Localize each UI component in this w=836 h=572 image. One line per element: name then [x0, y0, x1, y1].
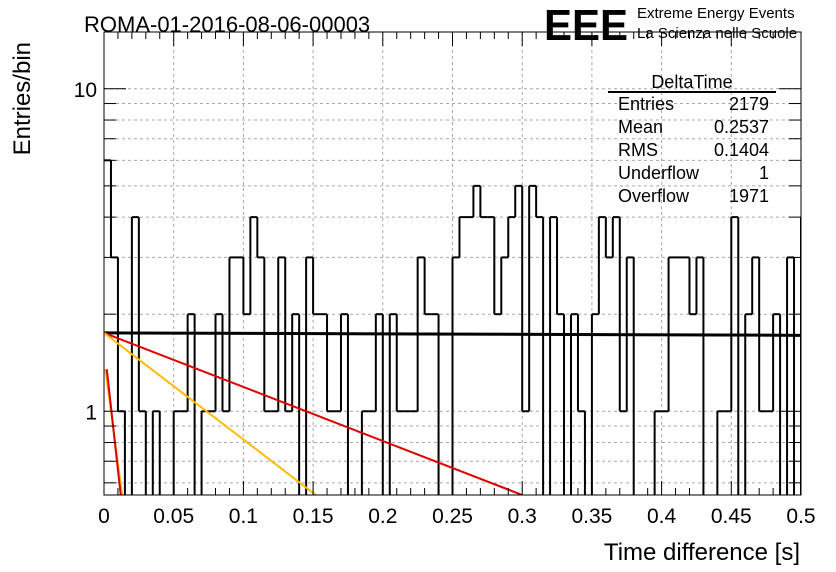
logo-line-1: Extreme Energy Events — [637, 5, 795, 22]
chart-title: ROMA-01-2016-08-06-00003 — [84, 12, 370, 37]
fit-lines — [104, 331, 801, 495]
stats-row-value: 0.2537 — [714, 117, 769, 137]
axes: 0 0.05 0.1 0.15 0.2 0.25 0.3 0.35 0.4 0.45 0.5 1 10 — [74, 32, 816, 528]
fit-line — [104, 331, 523, 495]
x-tick-label: 0.15 — [293, 505, 334, 528]
y-axis-label: Entries/bin — [9, 42, 36, 155]
logo-letters: EEE — [544, 1, 628, 50]
stats-row-label: Mean — [618, 117, 663, 137]
x-tick-label: 0.05 — [153, 505, 194, 528]
stats-box: DeltaTime Entries 2179 Mean 0.2537 RMS 0.1404… — [608, 72, 776, 206]
x-tick-label: 0.35 — [571, 505, 612, 528]
stats-row-value: 0.1404 — [714, 140, 769, 160]
x-tick-label: 0.45 — [711, 505, 752, 528]
x-tick-label: 0.2 — [368, 505, 397, 528]
fit-line — [104, 332, 317, 495]
stats-row-value: 1971 — [729, 186, 769, 206]
fit-line — [105, 369, 122, 495]
x-tick-label: 0.4 — [647, 505, 677, 528]
x-tick-label: 0.5 — [786, 505, 815, 528]
histogram-bars — [104, 159, 801, 495]
stats-row-label: RMS — [618, 140, 658, 160]
stats-title: DeltaTime — [651, 72, 732, 92]
stats-row-label: Entries — [618, 94, 674, 114]
stats-row-value: 1 — [759, 163, 769, 183]
stats-row-value: 2179 — [729, 94, 769, 114]
x-tick-label: 0.25 — [432, 505, 473, 528]
x-tick-label: 0.3 — [508, 505, 537, 528]
x-axis-label: Time difference [s] — [604, 539, 800, 566]
x-tick-label: 0.1 — [229, 505, 258, 528]
stats-row-label: Overflow — [618, 186, 690, 206]
fit-line — [104, 331, 801, 337]
x-tick-label: 0 — [98, 505, 110, 528]
y-tick-label: 1 — [85, 401, 97, 424]
y-tick-label: 10 — [74, 79, 97, 102]
stats-row-label: Underflow — [618, 163, 700, 183]
histogram-step — [104, 159, 801, 495]
logo-line-2: La Scienza nelle Scuole — [637, 25, 797, 42]
eee-logo: EEE Extreme Energy Events La Scienza nel… — [544, 1, 797, 50]
stats-rows: Entries 2179 Mean 0.2537 RMS 0.1404 Underflow 1… — [618, 94, 769, 206]
